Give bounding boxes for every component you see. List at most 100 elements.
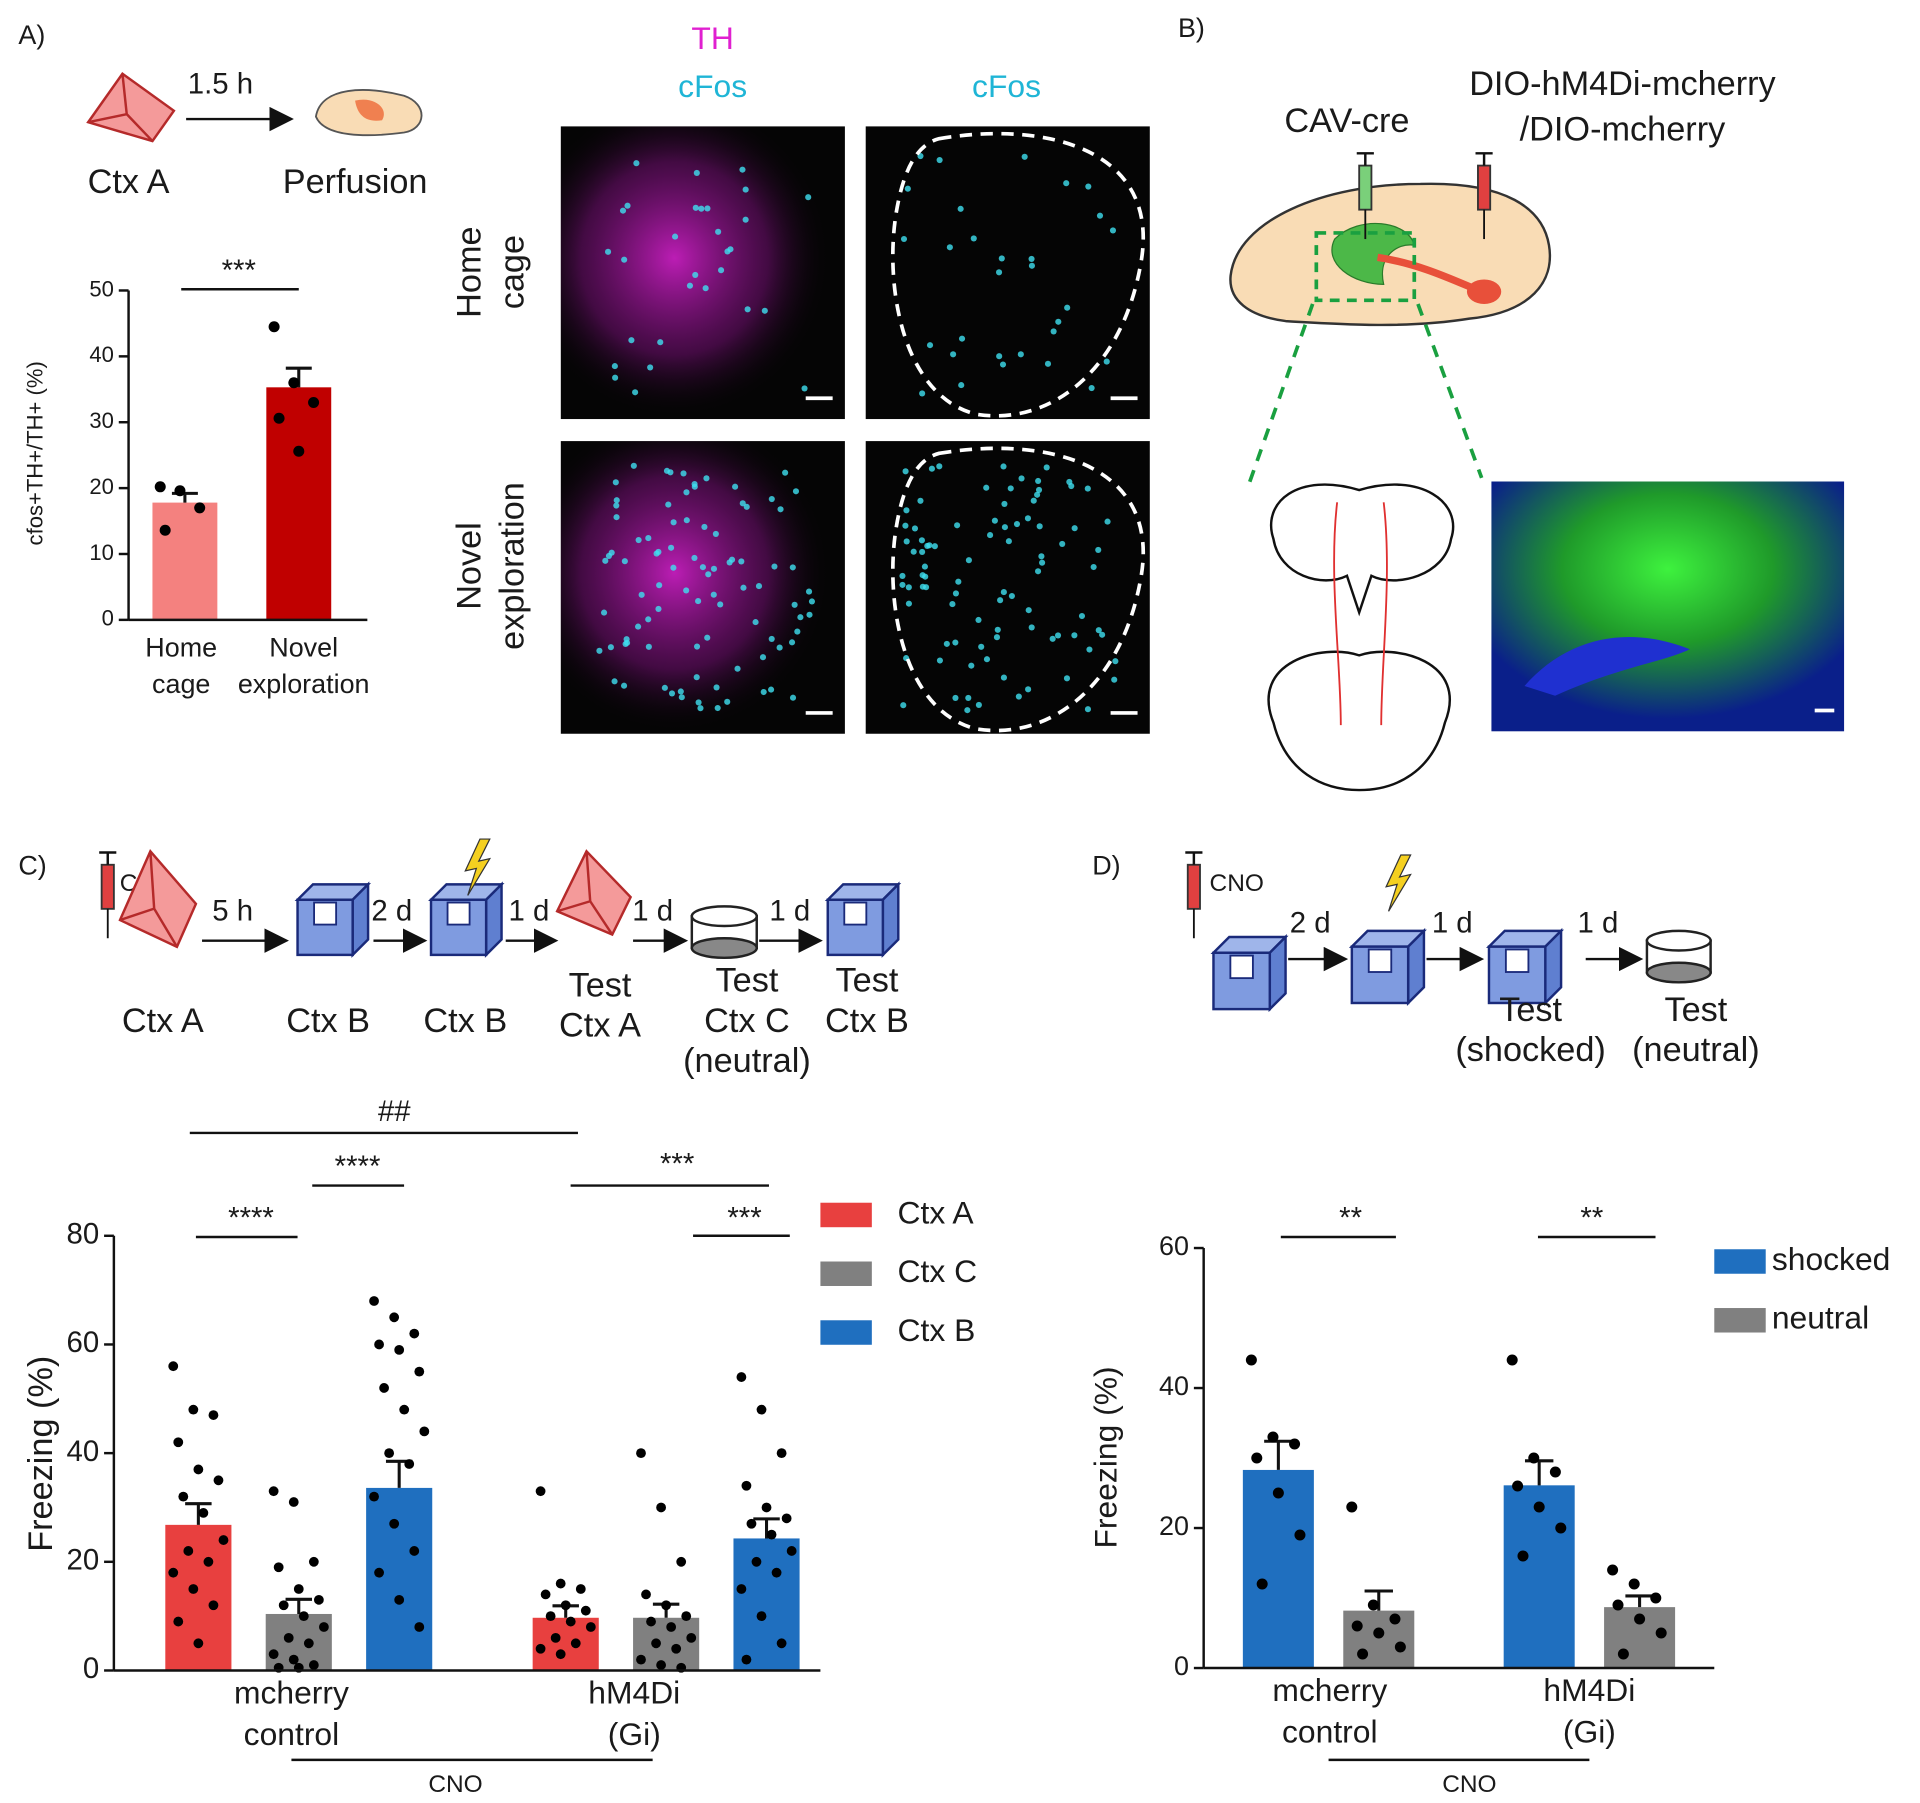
data-point bbox=[535, 1486, 546, 1497]
cell bbox=[668, 690, 676, 697]
context-icon bbox=[690, 905, 758, 928]
cell bbox=[695, 699, 702, 706]
x-tick-label: control bbox=[244, 1716, 340, 1752]
cell bbox=[628, 337, 635, 344]
shock-icon bbox=[464, 838, 492, 896]
cell bbox=[713, 684, 720, 691]
cell bbox=[1109, 227, 1117, 234]
data-point bbox=[198, 1508, 209, 1518]
cell bbox=[801, 385, 808, 392]
cell bbox=[902, 468, 909, 475]
y-tick-label: 0 bbox=[102, 606, 114, 631]
y-tick-label: 20 bbox=[89, 474, 114, 499]
cell bbox=[768, 495, 775, 503]
brain-sagittal bbox=[1229, 182, 1552, 327]
data-point bbox=[651, 1638, 661, 1649]
cell bbox=[946, 244, 953, 251]
legend-label: shocked bbox=[1772, 1241, 1891, 1277]
label: Test bbox=[836, 961, 899, 999]
data-point bbox=[208, 1410, 219, 1420]
fluorescence-image bbox=[1491, 481, 1845, 732]
cell bbox=[1001, 524, 1008, 531]
bar bbox=[265, 1613, 332, 1671]
cell bbox=[1084, 706, 1092, 713]
label: 2 d bbox=[371, 894, 412, 927]
micrograph bbox=[560, 441, 845, 734]
cell bbox=[705, 571, 712, 578]
data-point bbox=[656, 1502, 666, 1513]
data-point bbox=[183, 1546, 194, 1556]
data-point bbox=[293, 445, 305, 457]
data-point bbox=[379, 1383, 390, 1393]
label: 1 d bbox=[1432, 907, 1473, 940]
data-point bbox=[1294, 1529, 1306, 1541]
context-icon bbox=[1645, 961, 1712, 984]
data-point bbox=[545, 1611, 556, 1622]
label: CNO bbox=[1210, 870, 1264, 897]
cell bbox=[902, 522, 909, 529]
cell bbox=[970, 235, 977, 242]
cell bbox=[931, 543, 938, 550]
cell bbox=[727, 246, 734, 253]
data-point bbox=[369, 1296, 379, 1306]
cell bbox=[655, 548, 662, 556]
brain-icon bbox=[355, 99, 384, 121]
data-point bbox=[178, 1491, 189, 1502]
y-tick-label: 60 bbox=[1159, 1231, 1189, 1261]
label: Test bbox=[1499, 991, 1562, 1029]
data-point bbox=[303, 1638, 314, 1649]
data-point bbox=[414, 1366, 425, 1377]
data-point bbox=[666, 1622, 677, 1632]
cell bbox=[958, 382, 965, 389]
cell bbox=[738, 558, 745, 565]
cell bbox=[743, 503, 750, 510]
cell bbox=[657, 339, 664, 346]
label: Ctx B bbox=[286, 1002, 370, 1040]
x-tick-label: mcherry bbox=[1272, 1672, 1387, 1708]
cell bbox=[965, 694, 972, 702]
data-point bbox=[173, 1616, 184, 1627]
cell bbox=[645, 616, 652, 623]
data-point bbox=[389, 1312, 400, 1323]
data-point bbox=[414, 1622, 425, 1632]
cell bbox=[693, 169, 700, 177]
context-icon bbox=[690, 937, 758, 960]
data-point bbox=[741, 1480, 752, 1491]
label: 2 d bbox=[1290, 907, 1331, 940]
bar bbox=[165, 1524, 232, 1671]
cell bbox=[952, 590, 960, 597]
label: Perfusion bbox=[283, 163, 428, 201]
data-point bbox=[268, 1486, 279, 1497]
data-point bbox=[776, 1448, 787, 1459]
label: 1 d bbox=[769, 894, 810, 927]
cell bbox=[712, 530, 719, 537]
legend-swatch bbox=[820, 1320, 872, 1345]
cell bbox=[1025, 686, 1032, 693]
row-label: exploration bbox=[493, 482, 531, 650]
label: /DIO-mcherry bbox=[1520, 110, 1726, 148]
cell bbox=[633, 160, 640, 167]
zoom-line bbox=[1247, 303, 1315, 485]
cell bbox=[950, 351, 957, 358]
data-point bbox=[751, 1556, 762, 1567]
label: Ctx B bbox=[825, 1002, 909, 1040]
context-icon bbox=[313, 901, 338, 926]
cell bbox=[958, 335, 966, 342]
cell bbox=[919, 583, 926, 590]
cell bbox=[919, 548, 926, 556]
context-icon bbox=[446, 901, 471, 926]
cell bbox=[661, 684, 668, 691]
cell bbox=[742, 216, 749, 223]
cell bbox=[952, 639, 959, 646]
cell bbox=[1038, 553, 1045, 560]
data-point bbox=[736, 1584, 747, 1594]
error-bar bbox=[1264, 1439, 1293, 1470]
cell bbox=[1034, 568, 1042, 575]
cell bbox=[621, 256, 628, 263]
cell bbox=[1068, 482, 1075, 490]
cell bbox=[997, 597, 1004, 604]
y-tick-label: 50 bbox=[89, 276, 114, 301]
cell bbox=[949, 601, 956, 608]
cell bbox=[1088, 384, 1095, 392]
data-point bbox=[283, 1632, 294, 1643]
